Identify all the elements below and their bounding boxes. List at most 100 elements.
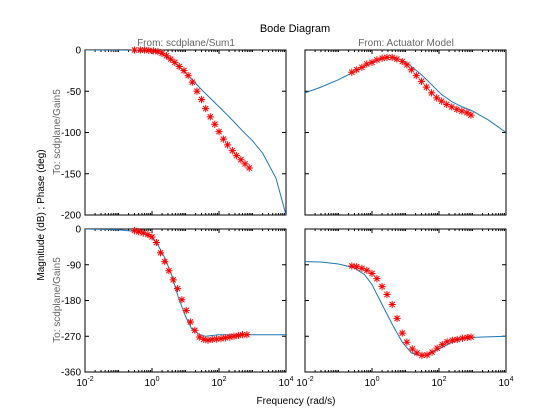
data-marker: [171, 58, 179, 66]
data-marker: [423, 351, 431, 359]
panel-frame: [304, 49, 507, 216]
data-marker: [368, 58, 376, 66]
x-tick-label: 102: [211, 376, 226, 389]
data-marker: [154, 48, 162, 56]
data-marker: [191, 326, 199, 334]
data-marker: [438, 97, 446, 105]
data-marker: [388, 300, 396, 309]
data-marker: [206, 113, 214, 121]
x-tick-label: 104: [278, 376, 293, 389]
data-marker: [443, 338, 451, 346]
x-tick-label: 100: [364, 376, 379, 389]
data-marker: [433, 344, 441, 352]
data-marker: [363, 60, 371, 68]
panel-magnitude-2: [304, 49, 507, 216]
data-marker: [463, 333, 471, 342]
data-marker: [418, 351, 426, 359]
y-tick-label: -150: [61, 169, 81, 180]
data-marker: [407, 66, 415, 74]
y-tick-label: -360: [61, 368, 81, 379]
x-tick-label: 102: [431, 376, 446, 389]
data-marker: [388, 53, 396, 62]
data-marker: [162, 52, 171, 60]
data-marker: [243, 331, 251, 339]
data-marker: [223, 141, 232, 149]
data-marker: [348, 262, 356, 270]
data-marker: [245, 164, 253, 172]
data-marker: [467, 333, 475, 341]
data-marker: [427, 89, 436, 97]
data-marker: [188, 78, 196, 86]
data-marker: [136, 46, 144, 54]
data-marker: [422, 83, 430, 91]
data-marker: [433, 94, 441, 102]
data-marker: [193, 87, 201, 95]
y-tick-label: -200: [61, 211, 81, 222]
data-marker: [226, 333, 234, 341]
column-label-1: From: scdplane/Sum1: [137, 38, 235, 49]
data-marker: [158, 49, 166, 57]
x-tick-label: 10-2: [76, 376, 93, 389]
data-marker: [383, 53, 391, 62]
data-marker: [169, 276, 177, 284]
data-marker: [393, 314, 401, 322]
data-marker: [237, 156, 245, 164]
data-marker: [378, 54, 386, 62]
data-marker: [403, 338, 411, 346]
data-marker: [217, 335, 225, 343]
data-marker: [398, 57, 406, 66]
data-marker: [130, 226, 139, 235]
data-marker: [221, 334, 229, 342]
data-marker: [373, 275, 381, 283]
data-marker: [443, 100, 451, 109]
y-tick-label: 0: [75, 46, 81, 57]
panel-frame: [84, 228, 287, 373]
data-marker: [219, 135, 227, 143]
data-marker: [363, 266, 371, 274]
data-marker: [458, 107, 466, 115]
data-marker: [140, 46, 149, 54]
data-marker: [453, 105, 461, 113]
data-marker: [228, 147, 236, 155]
data-marker: [135, 228, 143, 236]
data-marker: [241, 160, 249, 168]
data-marker: [173, 284, 182, 293]
data-marker: [215, 128, 223, 136]
y-tick-label: -180: [61, 296, 81, 307]
data-marker: [156, 249, 165, 257]
column-label-2: From: Actuator Model: [358, 38, 454, 49]
y-axis-label: Magnitude (dB) ; Phase (deg): [36, 149, 47, 280]
data-marker: [378, 282, 386, 291]
data-marker: [358, 63, 366, 71]
data-marker: [211, 120, 219, 128]
data-marker: [208, 335, 216, 344]
data-marker: [167, 55, 175, 63]
data-marker: [373, 56, 381, 64]
data-marker: [161, 257, 169, 266]
y-tick-label: -100: [61, 128, 81, 139]
data-marker: [200, 335, 208, 344]
data-marker: [182, 306, 190, 315]
x-axis-label: Frequency (rad/s): [257, 396, 336, 407]
panel-frame: [304, 228, 507, 373]
data-marker: [458, 334, 467, 342]
data-marker: [139, 229, 147, 237]
data-marker: [202, 104, 210, 113]
data-marker: [148, 233, 156, 241]
data-marker: [403, 61, 411, 69]
data-marker: [186, 318, 194, 326]
data-marker: [178, 296, 186, 304]
x-tick-label: 104: [498, 376, 513, 389]
data-marker: [175, 62, 183, 71]
row-label-phase: To: scdplane/Gain5: [52, 257, 63, 343]
data-marker: [393, 55, 401, 63]
y-tick-label: 0: [75, 225, 81, 236]
data-marker: [197, 95, 206, 104]
chart-title: Bode Diagram: [260, 23, 330, 35]
x-tick-label: 10-2: [296, 376, 313, 389]
data-marker: [412, 71, 420, 80]
data-marker: [413, 349, 421, 357]
data-marker: [230, 332, 238, 340]
